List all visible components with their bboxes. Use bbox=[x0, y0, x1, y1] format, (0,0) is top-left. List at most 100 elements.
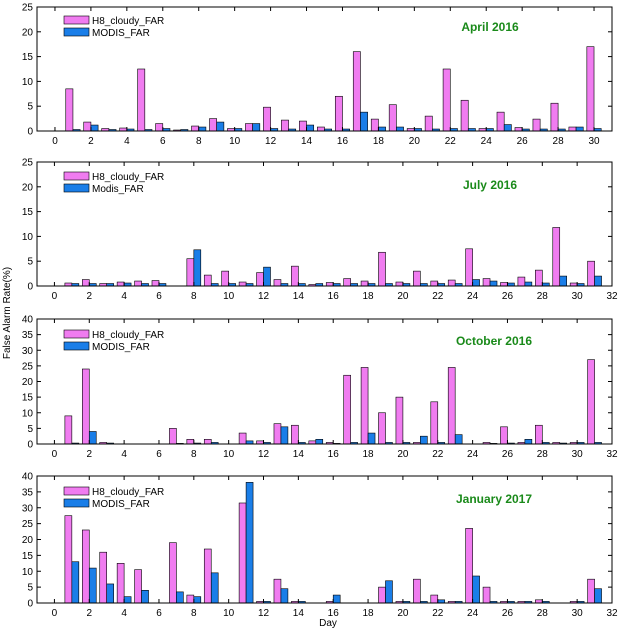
y-axis: 0 5 10 15 20 25 30 35 40 bbox=[22, 472, 612, 610]
bar-h8-day-23 bbox=[460, 99, 469, 132]
bar-h8-day-28 bbox=[550, 102, 559, 132]
y-tick-label: 20 bbox=[22, 535, 34, 546]
bar-h8-day-11 bbox=[245, 123, 253, 132]
bar-h8-day-16 bbox=[334, 95, 343, 132]
x-tick-label: 20 bbox=[397, 449, 409, 460]
bar-modis-day-8 bbox=[193, 249, 202, 287]
legend-swatch bbox=[63, 183, 90, 193]
bar-h8-day-21 bbox=[413, 270, 421, 287]
x-tick-label: 16 bbox=[328, 291, 340, 302]
bar-h8-day-23 bbox=[447, 367, 456, 445]
bar-h8-day-28 bbox=[535, 424, 543, 445]
bar-h8-day-2 bbox=[82, 529, 90, 604]
bar-modis-day-4 bbox=[123, 596, 132, 604]
bar-h8-day-2 bbox=[82, 279, 90, 287]
bar-h8-day-20 bbox=[395, 396, 404, 445]
x-tick-label: 22 bbox=[432, 291, 444, 302]
bar-h8-day-24 bbox=[465, 528, 473, 604]
x-tick-label: 30 bbox=[572, 291, 584, 302]
bar-h8-day-8 bbox=[186, 594, 195, 604]
x-tick-label: 26 bbox=[502, 449, 514, 460]
y-axis-label: False Alarm Rate(%) bbox=[2, 267, 13, 359]
bar-modis-day-3 bbox=[106, 583, 114, 604]
bar-h8-day-31 bbox=[587, 260, 595, 287]
x-tick-label: 30 bbox=[572, 608, 584, 619]
bar-h8-day-27 bbox=[517, 276, 526, 287]
y-tick-label: 0 bbox=[27, 127, 33, 138]
legend-swatch bbox=[63, 171, 90, 181]
bar-h8-day-6 bbox=[151, 280, 160, 287]
x-tick-label: 18 bbox=[373, 136, 385, 147]
bar-modis-day-27 bbox=[524, 281, 533, 287]
plot-frame bbox=[36, 161, 613, 287]
bar-h8-day-21 bbox=[413, 578, 421, 604]
bar-modis-day-25 bbox=[503, 124, 512, 132]
x-tick-label: 8 bbox=[191, 608, 197, 619]
x-tick-label: 20 bbox=[409, 136, 421, 147]
bar-modis-day-9 bbox=[216, 121, 225, 132]
y-tick-label: 40 bbox=[22, 472, 34, 483]
bar-h8-day-22 bbox=[430, 594, 439, 604]
x-tick-label: 14 bbox=[293, 449, 305, 460]
y-tick-label: 30 bbox=[22, 503, 34, 514]
x-tick-label: 32 bbox=[606, 608, 618, 619]
x-tick-label: 14 bbox=[293, 608, 305, 619]
y-tick-label: 0 bbox=[27, 440, 33, 451]
bar-h8-day-29 bbox=[568, 126, 577, 132]
bar-h8-day-22 bbox=[430, 401, 439, 445]
y-tick-label: 5 bbox=[27, 424, 33, 435]
x-tick-label: 10 bbox=[223, 449, 235, 460]
legend-swatch bbox=[63, 27, 90, 37]
x-tick-label: 24 bbox=[467, 608, 479, 619]
x-tick-label: 2 bbox=[86, 449, 92, 460]
panel-title: October 2016 bbox=[456, 334, 532, 348]
bar-modis-day-31 bbox=[594, 275, 602, 287]
x-tick-label: 10 bbox=[229, 136, 241, 147]
x-tick-label: 26 bbox=[502, 608, 514, 619]
bar-modis-day-19 bbox=[396, 126, 404, 132]
y-tick-label: 5 bbox=[27, 257, 33, 268]
bar-h8-day-1 bbox=[64, 515, 73, 604]
y-tick-label: 10 bbox=[22, 232, 34, 243]
y-tick-label: 25 bbox=[22, 361, 34, 372]
y-tick-label: 35 bbox=[22, 487, 34, 498]
x-tick-label: 32 bbox=[606, 291, 618, 302]
x-tick-label: 8 bbox=[191, 449, 197, 460]
x-tick-label: 26 bbox=[517, 136, 529, 147]
bar-modis-day-24 bbox=[472, 279, 480, 287]
x-tick-label: 8 bbox=[191, 291, 197, 302]
x-tick-label: 4 bbox=[124, 136, 130, 147]
x-tick-label: 6 bbox=[156, 449, 162, 460]
bar-h8-day-9 bbox=[203, 274, 212, 287]
bar-h8-day-25 bbox=[482, 278, 491, 287]
bar-modis-day-13 bbox=[280, 588, 289, 604]
bar-modis-day-16 bbox=[332, 594, 341, 604]
legend-entry-label: Modis_FAR bbox=[92, 184, 144, 195]
bar-h8-day-18 bbox=[370, 118, 379, 132]
bar-modis-day-2 bbox=[88, 567, 97, 604]
bar-h8-day-9 bbox=[203, 439, 212, 445]
y-tick-label: 15 bbox=[22, 207, 34, 218]
bar-h8-day-19 bbox=[378, 251, 386, 287]
x-tick-label: 4 bbox=[121, 608, 127, 619]
bar-h8-day-5 bbox=[137, 68, 146, 132]
y-tick-label: 25 bbox=[22, 158, 34, 169]
x-tick-label: 12 bbox=[258, 291, 270, 302]
y-tick-label: 20 bbox=[22, 27, 34, 38]
bar-h8-day-8 bbox=[186, 439, 195, 445]
bar-modis-day-11 bbox=[252, 123, 261, 132]
y-axis: 0 5 10 15 20 25 bbox=[22, 3, 612, 138]
bar-h8-day-19 bbox=[388, 104, 397, 132]
y-tick-label: 25 bbox=[22, 519, 34, 530]
bar-h8-day-12 bbox=[263, 106, 271, 132]
bar-h8-day-24 bbox=[465, 248, 473, 287]
bar-modis-day-11 bbox=[245, 482, 254, 604]
bar-h8-day-22 bbox=[442, 68, 451, 132]
bar-h8-day-16 bbox=[325, 282, 334, 287]
bar-h8-day-25 bbox=[496, 111, 505, 132]
x-axis-label: Day bbox=[319, 618, 337, 629]
bar-modis-day-29 bbox=[575, 126, 584, 132]
